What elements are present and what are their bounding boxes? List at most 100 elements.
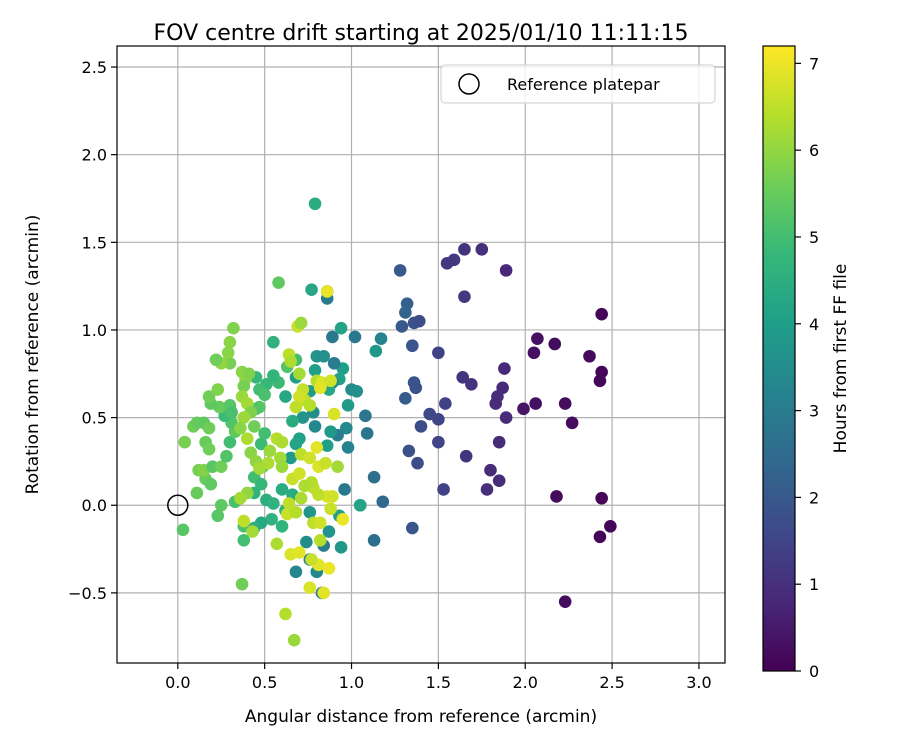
data-point bbox=[303, 399, 317, 412]
data-point bbox=[320, 439, 334, 452]
data-point bbox=[360, 427, 374, 440]
data-point bbox=[458, 290, 471, 303]
data-point bbox=[234, 491, 247, 505]
data-point bbox=[412, 314, 426, 328]
x-tick-label: 1.5 bbox=[426, 673, 451, 692]
data-point bbox=[334, 321, 348, 335]
data-point bbox=[223, 335, 237, 349]
data-point bbox=[414, 420, 428, 433]
legend-box bbox=[440, 64, 716, 104]
data-point bbox=[320, 285, 334, 298]
data-point bbox=[310, 441, 324, 454]
data-point bbox=[409, 381, 423, 395]
data-point bbox=[406, 339, 419, 353]
colorbar-tick-label: 3 bbox=[809, 402, 819, 421]
data-point bbox=[583, 349, 596, 363]
data-point bbox=[319, 456, 332, 470]
data-point bbox=[558, 595, 572, 608]
data-point bbox=[313, 381, 327, 395]
data-point bbox=[209, 353, 223, 367]
data-point bbox=[593, 530, 607, 544]
data-point bbox=[242, 367, 256, 381]
data-point bbox=[225, 406, 238, 419]
data-point bbox=[367, 534, 381, 547]
data-point bbox=[267, 335, 280, 349]
data-point bbox=[204, 477, 218, 491]
data-point bbox=[211, 509, 225, 523]
data-point bbox=[423, 407, 436, 421]
data-point bbox=[267, 369, 280, 382]
data-point bbox=[237, 514, 251, 528]
data-point bbox=[432, 435, 445, 449]
data-point bbox=[261, 456, 275, 470]
data-point bbox=[294, 316, 308, 330]
plot-frame bbox=[116, 45, 726, 664]
data-point bbox=[456, 370, 469, 384]
data-point bbox=[374, 332, 388, 346]
data-point bbox=[303, 451, 317, 465]
data-point bbox=[293, 390, 306, 403]
data-point bbox=[296, 411, 310, 424]
data-point bbox=[367, 470, 381, 484]
data-point bbox=[287, 633, 301, 647]
data-point bbox=[282, 497, 296, 510]
data-point bbox=[202, 421, 216, 435]
data-point bbox=[275, 435, 289, 449]
x-tick-label: 0.0 bbox=[165, 673, 190, 692]
data-point bbox=[317, 349, 331, 363]
data-point bbox=[336, 512, 350, 526]
data-point bbox=[558, 397, 572, 410]
data-point bbox=[593, 374, 607, 388]
x-tick-label: 1.0 bbox=[339, 673, 364, 692]
data-point bbox=[359, 409, 372, 423]
data-point bbox=[289, 400, 303, 414]
data-point bbox=[322, 562, 336, 575]
data-point bbox=[275, 519, 289, 533]
data-point bbox=[341, 441, 355, 454]
data-point bbox=[529, 397, 542, 410]
data-point bbox=[402, 444, 416, 458]
data-point bbox=[327, 356, 341, 370]
data-point bbox=[341, 399, 355, 412]
data-point bbox=[331, 460, 344, 473]
data-point bbox=[247, 420, 261, 433]
data-point bbox=[303, 581, 317, 594]
data-point bbox=[324, 374, 337, 388]
data-points bbox=[176, 197, 617, 647]
x-tick-label: 2.5 bbox=[599, 673, 624, 692]
data-point bbox=[220, 449, 233, 463]
data-point bbox=[437, 483, 450, 496]
data-point bbox=[237, 379, 251, 393]
data-point bbox=[531, 332, 544, 346]
data-point bbox=[214, 460, 228, 473]
x-tick-label: 2.0 bbox=[513, 673, 538, 692]
legend-label: Reference platepar bbox=[507, 75, 660, 94]
data-point bbox=[178, 435, 192, 449]
data-point bbox=[484, 463, 497, 477]
data-point bbox=[284, 355, 298, 368]
legend-open-circle-icon bbox=[458, 73, 480, 95]
data-point bbox=[227, 321, 240, 335]
data-point bbox=[237, 534, 251, 547]
data-point bbox=[324, 425, 337, 438]
data-point bbox=[326, 330, 339, 344]
colorbar: 0 1 2 3 4 5 6 7 Hours from first FF file bbox=[762, 45, 851, 681]
data-point bbox=[286, 414, 299, 428]
data-point bbox=[284, 451, 298, 465]
x-axis-label: Angular distance from reference (arcmin) bbox=[245, 707, 597, 727]
data-point bbox=[517, 402, 530, 416]
data-point bbox=[202, 390, 216, 403]
data-point bbox=[548, 337, 562, 351]
data-point bbox=[348, 330, 362, 344]
data-point bbox=[465, 377, 478, 391]
data-point bbox=[376, 495, 390, 509]
colorbar-label: Hours from first FF file bbox=[831, 264, 851, 454]
data-point bbox=[317, 586, 331, 600]
colorbar-tick-label: 6 bbox=[809, 141, 819, 160]
data-point bbox=[279, 390, 292, 403]
data-point bbox=[223, 356, 237, 370]
legend: Reference platepar bbox=[440, 64, 716, 104]
colorbar-tick-label: 1 bbox=[809, 575, 819, 594]
data-point bbox=[237, 411, 251, 424]
data-point bbox=[475, 243, 489, 256]
